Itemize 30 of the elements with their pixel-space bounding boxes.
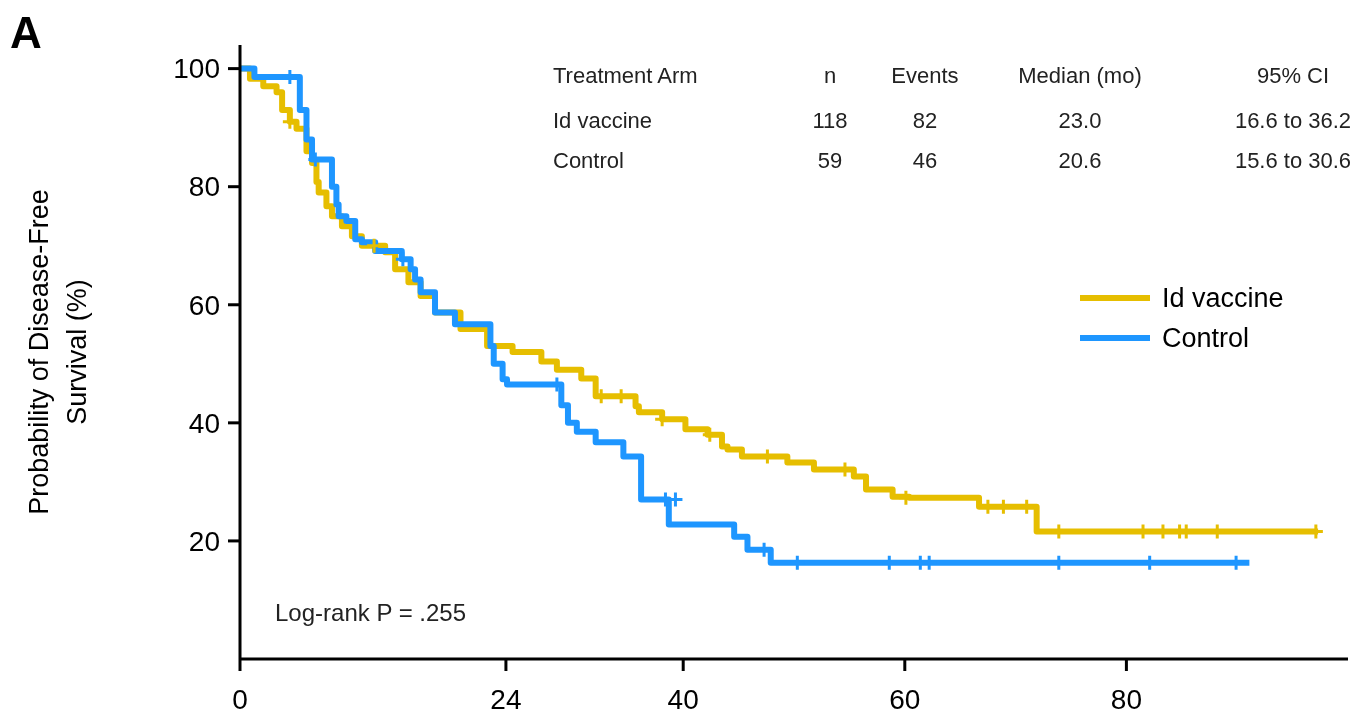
annotation: Id vaccine	[553, 108, 653, 133]
annotation: Log-rank P = .255	[275, 599, 467, 626]
annotation: Control	[553, 148, 624, 173]
y-tick-label: 40	[188, 407, 220, 439]
y-tick-label: 80	[188, 171, 220, 203]
y-axis-title: Probability of Disease-Free Survival (%)	[24, 189, 92, 515]
annotation: 82	[912, 108, 938, 133]
annotation: 59	[817, 148, 843, 173]
annotation: 118	[812, 108, 848, 133]
y-tick-label: 60	[188, 289, 220, 321]
annotation: 20.6	[1058, 148, 1102, 173]
annotation: 95% CI	[1256, 63, 1330, 88]
annotation: 46	[912, 148, 938, 173]
x-tick-label: 80	[1110, 684, 1142, 715]
legend-label: Control	[1162, 323, 1250, 354]
x-tick-label: 40	[667, 684, 699, 715]
annotation: Events	[891, 63, 959, 88]
annotation: 23.0	[1058, 108, 1102, 133]
annotation: 16.6 to 36.2	[1234, 108, 1352, 133]
chart-title: A	[10, 8, 42, 57]
x-tick-label: 0	[232, 684, 248, 715]
annotation: Treatment Arm	[553, 63, 698, 88]
annotation: n	[823, 63, 837, 88]
y-tick-label: 20	[188, 525, 220, 557]
y-tick-label: 100	[173, 53, 220, 85]
legend-label: Id vaccine	[1162, 283, 1284, 314]
annotation: Median (mo)	[1018, 63, 1142, 88]
annotation: 15.6 to 30.6	[1234, 148, 1352, 173]
x-tick-label: 24	[490, 684, 522, 715]
x-tick-label: 60	[889, 684, 921, 715]
